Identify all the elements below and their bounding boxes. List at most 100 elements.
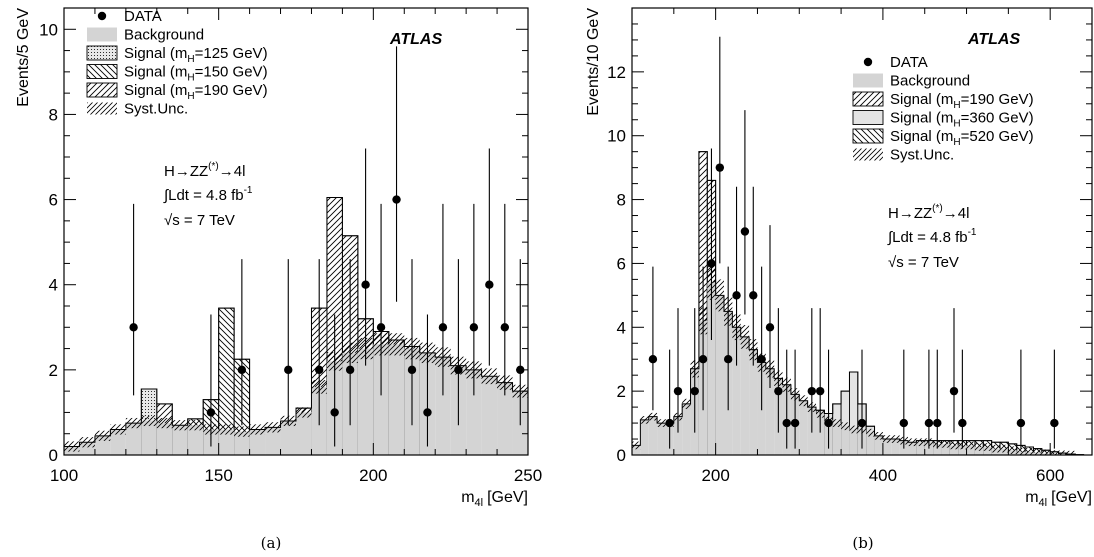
background-bar — [908, 442, 917, 455]
background-bar — [648, 416, 658, 455]
syst-band — [1058, 450, 1067, 455]
energy-label: √s = 7 TeV — [888, 254, 959, 271]
syst-band — [187, 420, 204, 431]
syst-band — [234, 426, 250, 437]
background-bar — [466, 369, 482, 455]
data-point — [129, 323, 138, 332]
x-axis-label-main: m — [1025, 489, 1038, 506]
syst-band — [218, 424, 235, 435]
annotation-block: H→ZZ(*)→4l ∫Ldt = 4.8 fb-1 √s = 7 TeV — [887, 203, 977, 271]
background-bar — [849, 429, 858, 455]
legend-label-tail: =190 GeV) — [961, 91, 1034, 108]
syst-band — [1033, 448, 1042, 455]
data-point — [857, 418, 867, 428]
data-point — [732, 291, 741, 300]
background-bar — [891, 439, 900, 455]
lumi-main: ∫Ldt = 4.8 fb — [887, 229, 968, 246]
process-main: H→ZZ — [164, 163, 208, 180]
data-point — [345, 365, 355, 375]
energy-label: √s = 7 TeV — [164, 212, 235, 229]
syst-band — [156, 417, 173, 429]
data-point — [824, 418, 833, 428]
lumi-sup: -1 — [968, 227, 977, 238]
data-point — [485, 280, 494, 289]
lumi-label: ∫Ldt = 4.8 fb-1 — [887, 227, 977, 246]
x-axis-label: m4l [GeV] — [461, 489, 528, 509]
data-point — [469, 323, 479, 332]
background-bar — [373, 344, 389, 455]
y-tick-label: 6 — [49, 191, 58, 210]
data-point — [500, 323, 509, 332]
background-bar — [141, 420, 157, 455]
y-tick-label: 0 — [617, 446, 626, 465]
background-bar — [740, 336, 750, 455]
data-point — [315, 365, 324, 375]
syst-band — [141, 415, 157, 427]
y-tick-label: 6 — [617, 254, 626, 273]
syst-band — [1008, 446, 1017, 455]
legend-label: Syst.Unc. — [124, 101, 188, 118]
legend-label-main: Signal (m — [124, 45, 187, 62]
background-bar — [657, 423, 666, 455]
total-outline — [632, 151, 1092, 455]
data-point — [665, 418, 674, 428]
background-bar — [172, 425, 188, 455]
background-bar — [357, 348, 374, 455]
background-bar — [187, 425, 204, 455]
legend-label-sub: H — [187, 73, 194, 84]
process-tail: →4l — [943, 205, 970, 222]
legend-label: Signal (mH=520 GeV) — [890, 128, 1034, 148]
legend-swatch — [87, 102, 117, 115]
legend-swatch — [87, 27, 117, 42]
data-point — [392, 195, 401, 204]
y-tick-label: 10 — [39, 20, 58, 39]
atlas-label: ATLAS — [967, 31, 1020, 48]
syst-band — [1066, 450, 1076, 455]
data-point — [924, 418, 934, 428]
background-bar — [682, 403, 691, 455]
background-bar — [732, 327, 741, 455]
legend-label-main: Signal (m — [890, 91, 953, 108]
data-point — [765, 323, 775, 332]
legend-label: DATA — [890, 54, 928, 71]
data-point — [933, 418, 942, 428]
panel-b-group: 200 400 600 0 2 4 6 8 10 12 Events/10 GeV m4l [GeV] A… — [585, 7, 1093, 552]
data-point — [899, 418, 909, 428]
syst-band — [388, 333, 405, 356]
legend-marker — [863, 57, 873, 67]
data-point — [237, 365, 247, 375]
background-bar — [640, 419, 649, 455]
background-bar — [125, 423, 142, 455]
background-bar — [110, 429, 126, 455]
legend-swatch — [852, 91, 884, 107]
legend-label: Signal (mH=190 GeV) — [890, 91, 1034, 111]
data-point — [330, 408, 339, 417]
background-bar — [933, 443, 942, 455]
lumi-main: ∫Ldt = 4.8 fb — [163, 187, 244, 204]
syst-band — [983, 443, 992, 451]
background-bar — [156, 423, 173, 455]
data-point — [1050, 418, 1059, 428]
background-bar — [799, 400, 808, 455]
y-tick-label: 2 — [617, 382, 626, 401]
x-tick-label: 200 — [359, 466, 387, 485]
syst-band — [941, 439, 950, 448]
legend-label-main: Syst.Unc. — [890, 147, 954, 164]
y-axis-label: Events/10 GeV — [585, 8, 602, 116]
data-point — [407, 365, 417, 375]
data-point — [376, 323, 386, 332]
syst-band — [866, 428, 875, 437]
background-bar — [749, 349, 758, 455]
background-bar — [218, 429, 235, 455]
y-tick-label: 4 — [617, 318, 626, 337]
legend-label: Signal (mH=150 GeV) — [124, 64, 268, 84]
syst-band — [296, 407, 312, 418]
x-tick-label: 100 — [50, 466, 78, 485]
data-point — [757, 355, 766, 364]
data-point — [949, 386, 959, 396]
legend-swatch — [852, 110, 884, 125]
x-axis-label-main: m — [461, 489, 474, 506]
x-tick-label: 150 — [204, 466, 232, 485]
syst-band — [1041, 449, 1051, 455]
data-point — [284, 365, 293, 375]
